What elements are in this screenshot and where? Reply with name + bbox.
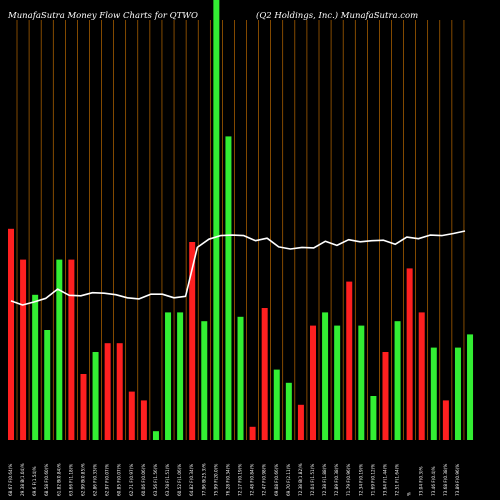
bar (165, 312, 172, 440)
bar (68, 259, 75, 440)
bar (189, 242, 196, 440)
x-tick-label: 60.85 F(0.07)% (117, 464, 122, 496)
bar (104, 343, 111, 440)
x-tick-label: 72.17 F(0.19)% (238, 464, 243, 496)
bar (406, 268, 413, 440)
bar-series (8, 0, 474, 440)
chart-title: MunafaSutra Money Flow Charts for QTWO (8, 11, 198, 21)
x-tick-label: 62.97 F(0.07)% (105, 464, 110, 496)
bar (382, 352, 389, 440)
bar (92, 352, 99, 440)
x-tick-label: 73.68 F(0.38)% (443, 464, 448, 496)
bar (297, 404, 304, 440)
bar (334, 325, 341, 440)
x-tick-label: 60.06 F(0.06)% (141, 464, 146, 496)
bar (467, 334, 474, 440)
chart-subtitle: (Q2 Holdings, Inc.) MunafaSutra.com (256, 11, 419, 21)
grid-lines (16, 20, 465, 440)
x-tick-label: 72.34 F(0.19)% (358, 464, 363, 496)
x-tick-label: 60.52 F(1.06)% (177, 464, 182, 496)
bar (56, 259, 63, 440)
x-tick-label: 71.79 F(0.96)% (346, 464, 351, 496)
bar (32, 294, 39, 440)
price-line (10, 230, 466, 306)
bar (225, 136, 232, 440)
x-tick-label: 69.6 F(1.54)% (32, 466, 37, 496)
x-tick-label: 72.51 F(1.64)% (395, 464, 400, 496)
bar (394, 321, 401, 440)
x-tick-label: 68.58 F(0.60)% (44, 464, 49, 496)
bar (418, 312, 425, 440)
x-tick-label: 63.56 F(1.56)% (153, 464, 158, 496)
bar (454, 347, 461, 440)
bar (8, 228, 14, 440)
bar (370, 396, 377, 440)
x-tick-label: 72.89 F(0.38)% (334, 464, 339, 496)
x-tick-label: % (407, 492, 412, 496)
x-tick-label: 69.70 F(2.11)% (286, 464, 291, 496)
x-tick-label: 75.99 F(20.0)% (213, 464, 218, 496)
bar (213, 0, 220, 440)
bar (116, 343, 123, 440)
bar (322, 312, 329, 440)
x-tick-label: 72.38 B(1.82)% (298, 463, 303, 496)
bar (20, 259, 27, 440)
bar (80, 374, 87, 440)
x-tick-label: 62.71 F(0.97)% (129, 464, 134, 496)
bar (177, 312, 184, 440)
x-tick-label: 76.28 F(0.34)% (225, 464, 230, 496)
bar (358, 325, 365, 440)
bar (442, 400, 449, 440)
x-tick-label: 72.04 F(1.51)% (310, 464, 315, 496)
x-tick-label: 77.96 B(25.3)% (201, 463, 206, 496)
bar (310, 325, 316, 440)
bar (273, 369, 280, 440)
bar (249, 426, 256, 440)
bar (237, 316, 244, 440)
x-tick-label: 62.99 B(0.85)% (80, 463, 85, 496)
x-tick-label: 62.86 F(0.33)% (93, 464, 98, 496)
x-tick-label: 72.47 F(0.98)% (262, 464, 267, 496)
bar (128, 391, 135, 440)
x-tick-label: 63.66 F(1.18)% (68, 464, 73, 496)
x-tick-label: 73.64 F(1.44)% (382, 464, 387, 496)
x-tick-label: 29.38 B(1.04)% (20, 463, 25, 496)
x-tick-label: 64.82 F(0.34)% (189, 464, 194, 496)
x-tick-label: 61.82 B(0.84)% (56, 463, 61, 496)
x-axis-ticks: 68.67 F(0.64)% 29.38 B(1.04)% 69.6 F(1.54)… (8, 463, 460, 496)
bar (140, 400, 147, 440)
x-tick-label: 63.78 F(1.51)% (165, 464, 170, 496)
bar (152, 431, 159, 440)
bar (44, 330, 51, 440)
bar (285, 382, 292, 440)
x-tick-label: 73.46 F(0.4)% (431, 466, 436, 496)
x-tick-label: 68.67 F(0.64)% (8, 464, 13, 496)
x-tick-label: 72.48 F(0.84)% (250, 464, 255, 496)
bar (430, 347, 437, 440)
bar (201, 321, 208, 440)
x-tick-label: 71.69 F(0.12)% (370, 464, 375, 496)
bar (346, 281, 353, 440)
x-tick-label: 69.08 F(0.66)% (274, 464, 279, 496)
bar (261, 308, 268, 440)
x-tick-label: 73.04 F(0.3)% (419, 466, 424, 496)
x-tick-label: 73.89 F(0.96)% (455, 464, 460, 496)
x-tick-label: 72.38 F(1.88)% (322, 464, 327, 496)
